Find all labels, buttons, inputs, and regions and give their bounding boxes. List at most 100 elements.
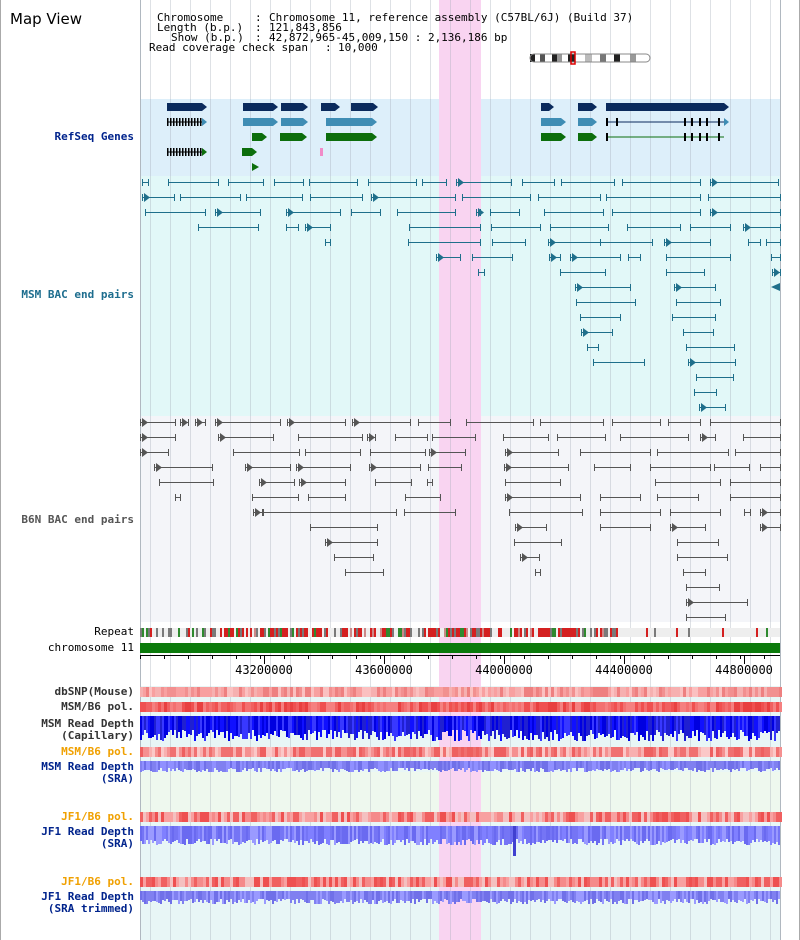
repeat-element (544, 628, 546, 637)
jf1-trimmed-depth (150, 891, 152, 902)
track-label-msm-bac[interactable]: MSM BAC end pairs (21, 288, 134, 301)
msm-capillary-depth (676, 716, 678, 741)
jf1-pol-heat (407, 812, 410, 822)
msm-capillary-depth (538, 716, 540, 739)
dbsnp-heat (689, 687, 692, 697)
track-label-msm-depth-sra[interactable]: MSM Read Depth (41, 760, 134, 773)
msm-pol2-heat (332, 747, 335, 757)
jf1-pol-heat (581, 812, 584, 822)
jf1-pol-heat (518, 812, 521, 822)
repeat-element (370, 628, 372, 637)
msm-pol-heat (401, 702, 404, 712)
msm-capillary-depth (698, 716, 700, 741)
msm-pol-heat (224, 702, 227, 712)
jf1-pol-heat (359, 812, 362, 822)
jf1-pol2-heat (296, 877, 299, 887)
jf1-pol2-heat (437, 877, 440, 887)
dbsnp-heat (524, 687, 527, 697)
track-label-msm-depth-capillary[interactable]: MSM Read Depth (41, 717, 134, 730)
jf1-trimmed-depth (170, 891, 172, 904)
jf1-pol-heat (572, 812, 575, 822)
dbsnp-heat (380, 687, 383, 697)
track-label-chromosome[interactable]: chromosome 11 (47, 641, 134, 654)
msm-capillary-depth (518, 716, 520, 738)
jf1-sra-depth (594, 826, 596, 841)
jf1-pol2-heat (656, 877, 659, 887)
jf1-trimmed-depth (614, 891, 616, 902)
msm-capillary-depth (576, 716, 578, 741)
msm-pol2-heat (365, 747, 368, 757)
msm-pol2-heat (560, 747, 563, 757)
msm-capillary-depth (294, 716, 296, 735)
jf1-trimmed-depth (510, 891, 512, 904)
jf1-pol2-heat (518, 877, 521, 887)
dbsnp-heat (497, 687, 500, 697)
msm-capillary-depth (154, 716, 156, 735)
msm-sra-depth (506, 761, 508, 769)
msm-sra-depth (356, 761, 358, 770)
msm-pol2-heat (482, 747, 485, 757)
repeat-element (350, 628, 352, 637)
msm-pol2-heat (509, 747, 512, 757)
jf1-sra-depth (698, 826, 700, 843)
msm-sra-depth (560, 761, 562, 771)
msm-capillary-depth (736, 716, 738, 740)
dbsnp-heat (404, 687, 407, 697)
jf1-pol2-heat (410, 877, 413, 887)
jf1-sra-depth (718, 826, 720, 839)
msm-sra-depth (386, 761, 388, 771)
msm-capillary-depth (414, 716, 416, 734)
msm-sra-depth (598, 761, 600, 770)
dbsnp-heat (515, 687, 518, 697)
repeat-element (554, 628, 556, 637)
jf1-sra-depth (178, 826, 180, 843)
gene-exon (606, 118, 608, 126)
msm-pol2-heat (242, 747, 245, 757)
msm-pol2-heat (152, 747, 155, 757)
track-label-b6n-bac[interactable]: B6N BAC end pairs (21, 513, 134, 526)
dbsnp-heat (377, 687, 380, 697)
jf1-sra-depth (260, 826, 262, 840)
bac-end-arrow (774, 268, 780, 277)
msm-sra-depth (254, 761, 256, 771)
gene-block (242, 148, 252, 156)
msm-pol-heat (440, 702, 443, 712)
msm-pol2-heat (215, 747, 218, 757)
jf1-trimmed-depth (586, 891, 588, 900)
msm-sra-depth (720, 761, 722, 769)
jf1-sra-depth (370, 826, 372, 843)
repeat-element (460, 628, 462, 637)
msm-sra-depth (168, 761, 170, 768)
msm-pol-heat (737, 702, 740, 712)
bac-end-arrow (220, 433, 226, 442)
track-label-msm-pol[interactable]: MSM/B6 pol. (61, 700, 134, 713)
jf1-pol-heat (689, 812, 692, 822)
jf1-trimmed-depth (758, 891, 760, 899)
track-label-msm-pol-2[interactable]: MSM/B6 pol. (61, 745, 134, 758)
track-label-refseq[interactable]: RefSeq Genes (54, 130, 134, 143)
jf1-trimmed-depth (286, 891, 288, 899)
jf1-trimmed-depth (162, 891, 164, 900)
jf1-pol2-heat (716, 877, 719, 887)
repeat-element (482, 628, 484, 637)
track-label-dbsnp[interactable]: dbSNP(Mouse) (54, 685, 134, 698)
track-label-jf1-pol-2[interactable]: JF1/B6 pol. (61, 875, 134, 888)
jf1-pol-heat (290, 812, 293, 822)
msm-pol-heat (278, 702, 281, 712)
track-label-jf1-trimmed[interactable]: JF1 Read Depth (41, 890, 134, 903)
dbsnp-heat (548, 687, 551, 697)
jf1-sra-depth (544, 826, 546, 843)
jf1-pol2-heat (260, 877, 263, 887)
track-label-jf1-depth[interactable]: JF1 Read Depth (41, 825, 134, 838)
msm-sra-depth (524, 761, 526, 772)
repeat-element (316, 628, 318, 637)
track-label-jf1-pol[interactable]: JF1/B6 pol. (61, 810, 134, 823)
msm-capillary-depth (672, 716, 674, 737)
msm-pol-heat (140, 702, 143, 712)
msm-pol2-heat (497, 747, 500, 757)
jf1-pol-heat (647, 812, 650, 822)
track-label-repeat[interactable]: Repeat (94, 625, 134, 638)
msm-pol-heat (230, 702, 233, 712)
jf1-trimmed-depth (390, 891, 392, 904)
